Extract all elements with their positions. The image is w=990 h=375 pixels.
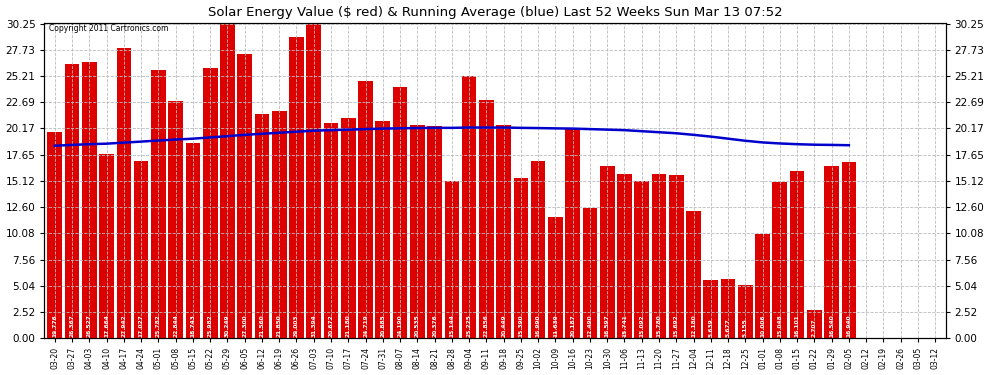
Bar — [393, 87, 408, 338]
Bar — [825, 166, 839, 338]
Bar — [790, 171, 805, 338]
Bar — [807, 310, 822, 338]
Bar — [99, 154, 114, 338]
Text: 20.885: 20.885 — [380, 314, 385, 337]
Bar — [341, 118, 355, 338]
Bar — [704, 279, 718, 338]
Bar — [514, 178, 529, 338]
Text: 20.187: 20.187 — [570, 314, 575, 337]
Text: 21.180: 21.180 — [346, 314, 350, 337]
Bar — [461, 76, 476, 338]
Text: 19.776: 19.776 — [52, 314, 57, 337]
Bar — [289, 36, 304, 338]
Text: 15.390: 15.390 — [519, 314, 524, 337]
Text: 12.180: 12.180 — [691, 314, 696, 337]
Bar — [203, 68, 218, 338]
Bar — [410, 124, 425, 338]
Bar — [117, 48, 132, 338]
Text: 16.990: 16.990 — [536, 314, 541, 337]
Text: 27.942: 27.942 — [122, 314, 127, 337]
Text: 12.490: 12.490 — [587, 314, 592, 337]
Text: 5.677: 5.677 — [726, 318, 731, 337]
Bar — [64, 64, 79, 338]
Bar — [307, 12, 321, 338]
Text: 26.367: 26.367 — [69, 314, 74, 337]
Bar — [738, 285, 752, 338]
Bar — [479, 100, 494, 338]
Text: 30.249: 30.249 — [225, 314, 230, 337]
Bar — [358, 81, 373, 338]
Bar — [272, 111, 286, 338]
Bar — [185, 143, 200, 338]
Text: 11.639: 11.639 — [553, 314, 558, 337]
Bar — [168, 100, 183, 338]
Text: 24.190: 24.190 — [398, 314, 403, 337]
Bar — [721, 279, 736, 338]
Text: 22.844: 22.844 — [173, 314, 178, 337]
Text: 18.743: 18.743 — [190, 314, 195, 337]
Text: 27.300: 27.300 — [243, 314, 248, 337]
Text: 20.535: 20.535 — [415, 314, 420, 337]
Text: 15.144: 15.144 — [449, 314, 454, 337]
Text: 15.741: 15.741 — [622, 314, 627, 337]
Bar — [755, 234, 770, 338]
Bar — [375, 121, 390, 338]
Text: 17.664: 17.664 — [104, 314, 109, 337]
Text: 16.940: 16.940 — [846, 314, 851, 337]
Text: 24.719: 24.719 — [363, 314, 368, 337]
Text: 16.101: 16.101 — [795, 314, 800, 337]
Text: 16.540: 16.540 — [829, 314, 835, 337]
Bar — [686, 211, 701, 338]
Bar — [617, 174, 632, 338]
Text: 26.527: 26.527 — [87, 314, 92, 337]
Bar — [220, 24, 235, 338]
Bar — [582, 208, 597, 338]
Bar — [151, 70, 165, 338]
Text: 17.027: 17.027 — [139, 314, 144, 337]
Text: 15.780: 15.780 — [656, 314, 661, 337]
Text: 21.560: 21.560 — [259, 314, 264, 337]
Bar — [565, 128, 580, 338]
Text: 22.856: 22.856 — [484, 314, 489, 337]
Bar — [48, 132, 62, 338]
Title: Solar Energy Value ($ red) & Running Average (blue) Last 52 Weeks Sun Mar 13 07:: Solar Energy Value ($ red) & Running Ave… — [208, 6, 782, 18]
Text: 15.092: 15.092 — [640, 314, 644, 337]
Text: 10.006: 10.006 — [760, 314, 765, 337]
Text: 25.225: 25.225 — [466, 314, 471, 337]
Text: 16.597: 16.597 — [605, 314, 610, 337]
Text: 20.449: 20.449 — [501, 314, 506, 337]
Bar — [635, 181, 649, 338]
Text: 31.394: 31.394 — [311, 314, 316, 337]
Text: 25.782: 25.782 — [155, 314, 161, 337]
Bar — [600, 165, 615, 338]
Bar — [82, 62, 97, 338]
Text: 20.376: 20.376 — [432, 314, 437, 337]
Bar — [496, 126, 511, 338]
Text: 2.707: 2.707 — [812, 318, 817, 337]
Bar — [772, 182, 787, 338]
Bar — [445, 181, 459, 338]
Bar — [531, 162, 545, 338]
Text: 15.692: 15.692 — [674, 314, 679, 337]
Bar — [134, 161, 148, 338]
Bar — [428, 126, 442, 338]
Bar — [238, 54, 252, 338]
Bar — [651, 174, 666, 338]
Bar — [842, 162, 856, 338]
Bar — [548, 217, 562, 338]
Text: 20.672: 20.672 — [329, 314, 334, 337]
Bar — [254, 114, 269, 338]
Text: Copyright 2011 Cartronics.com: Copyright 2011 Cartronics.com — [49, 24, 168, 33]
Text: 15.048: 15.048 — [777, 314, 782, 337]
Text: 5.155: 5.155 — [742, 318, 747, 337]
Bar — [669, 175, 683, 338]
Bar — [324, 123, 339, 338]
Text: 5.639: 5.639 — [708, 318, 713, 337]
Text: 25.982: 25.982 — [208, 314, 213, 337]
Text: 21.850: 21.850 — [277, 314, 282, 337]
Text: 29.003: 29.003 — [294, 314, 299, 337]
